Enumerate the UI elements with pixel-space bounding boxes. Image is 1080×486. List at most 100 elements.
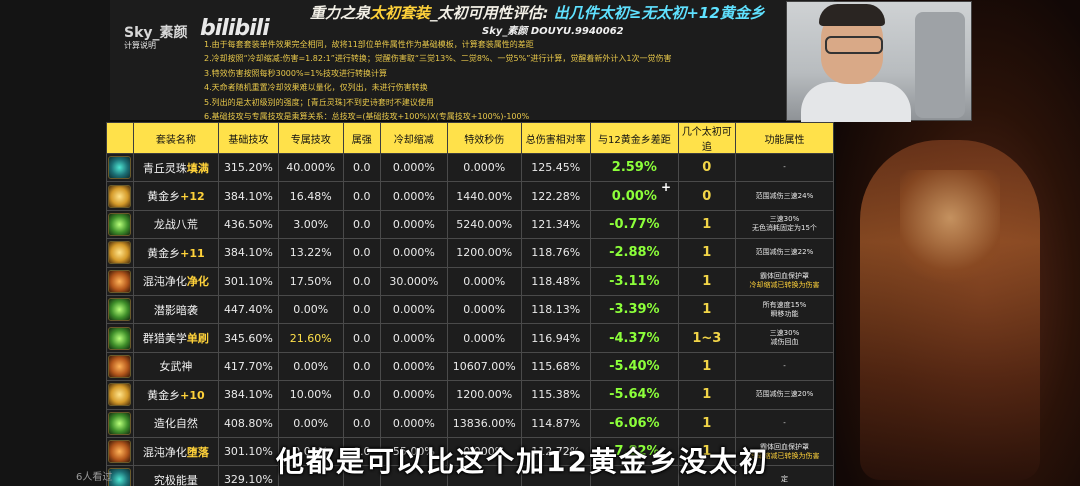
set-name: 黄金乡+11 xyxy=(132,238,220,268)
calculation-notes: 1.由于每套套装单件效果完全相同，故将11部位单件属性作为基础模板，计算套装属性… xyxy=(204,38,804,124)
set-icon-cell xyxy=(106,323,134,353)
exclusive-skill-atk: 21.60% xyxy=(277,323,344,353)
set-name-suffix: 单刷 xyxy=(186,332,209,346)
set-name: 潜影暗袭 xyxy=(132,294,220,325)
table-row: 群猎美学单刷 345.60% 21.60% 0.0 0.000% 0.000% 116.94… xyxy=(106,323,835,353)
function-attribute: 三速30% 减伤回血 xyxy=(734,323,835,353)
total-damage-ratio: 122.28% xyxy=(520,181,591,211)
set-icon xyxy=(108,156,132,180)
column-header-effect-dps: 特效秒伤 xyxy=(447,122,522,154)
function-line: 三速30% xyxy=(769,215,800,224)
note-line: 1.由于每套套装单件效果完全相同，故将11部位单件属性作为基础模板，计算套装属性… xyxy=(204,40,534,49)
set-name-suffix: +12 xyxy=(180,190,205,204)
exclusive-skill-atk: 16.48% xyxy=(277,181,344,211)
diff-vs-12-golden: -7.82% xyxy=(589,436,679,467)
table-row: 潜影暗袭 447.40% 0.00% 0.0 0.000% 0.000% 118.13% -3… xyxy=(106,294,835,325)
set-icon xyxy=(108,326,132,350)
set-name-text: 黄金乡 xyxy=(147,246,181,260)
exclusive-skill-atk: 40.000% xyxy=(277,152,344,183)
left-background xyxy=(0,0,110,486)
table-row: 究极能量 329.10% 定 xyxy=(106,465,835,486)
function-line: 霸体回血保护罩 xyxy=(759,272,809,281)
set-icon-cell xyxy=(106,408,134,438)
table-row: 混沌净化净化 301.10% 17.50% 0.0 30.000% 0.000% 118.4… xyxy=(106,266,835,296)
exclusive-skill-atk: 10.00% xyxy=(277,380,344,410)
exclusive-skill-atk: 0.00% xyxy=(277,436,344,467)
set-name: 究极能量 xyxy=(132,465,220,486)
function-attribute: 所有速度15% 瞬移功能 xyxy=(734,294,835,325)
function-line: 范围减伤三速24% xyxy=(755,191,814,200)
diff-vs-12-golden: -0.77% xyxy=(589,209,679,240)
base-skill-atk: 384.10% xyxy=(218,181,279,211)
streamer-body xyxy=(801,82,911,122)
set-icon xyxy=(108,440,132,464)
set-name-suffix: +10 xyxy=(180,388,205,402)
set-icon-cell xyxy=(106,351,134,382)
set-icon xyxy=(108,241,132,265)
primal-count: 1 xyxy=(677,209,736,240)
notes-label: 计算说明 xyxy=(124,41,156,50)
primal-count: 1 xyxy=(677,294,736,325)
effect-dps: 0.000% xyxy=(447,266,522,296)
base-skill-atk: 447.40% xyxy=(218,294,279,325)
set-icon xyxy=(108,354,132,378)
cooldown-reduction: 0.000% xyxy=(379,209,449,240)
set-icon xyxy=(108,212,132,236)
cooldown-reduction: 0.000% xyxy=(379,408,449,438)
element-strength: 0.0 xyxy=(342,380,381,410)
table-row: 龙战八荒 436.50% 3.00% 0.0 0.000% 5240.00% 121.34%… xyxy=(106,209,835,240)
set-name-text: 混沌净化 xyxy=(142,275,187,289)
cooldown-reduction: 0.000% xyxy=(379,380,449,410)
element-strength: 0.0 xyxy=(342,408,381,438)
base-skill-atk: 408.80% xyxy=(218,408,279,438)
video-caption: 他都是可以比这个加12黄金乡没太初 xyxy=(276,445,769,478)
set-icon-cell xyxy=(106,465,134,486)
set-name-text: 群猎美学 xyxy=(142,332,187,346)
plus-sign: + xyxy=(661,180,672,194)
element-strength: 0.0 xyxy=(342,266,381,296)
cooldown-reduction: 0.000% xyxy=(379,238,449,268)
set-name-text: 龙战八荒 xyxy=(153,218,198,232)
set-name-suffix: 净化 xyxy=(186,275,209,289)
set-icon-cell xyxy=(106,294,134,325)
function-line: 瞬移功能 xyxy=(770,309,799,318)
base-skill-atk: 417.70% xyxy=(218,351,279,382)
column-header-set-name: 套装名称 xyxy=(132,122,220,154)
set-icon-cell xyxy=(106,209,134,240)
function-line: 范围减伤三速22% xyxy=(755,248,814,257)
set-name-text: 造化自然 xyxy=(153,417,198,431)
exclusive-skill-atk: 13.22% xyxy=(277,238,344,268)
element-strength xyxy=(342,465,381,486)
element-strength: 0.0 xyxy=(342,209,381,240)
uploader-name: Sky_素颜 xyxy=(124,25,188,41)
primal-count xyxy=(677,465,736,486)
function-line: - xyxy=(783,163,786,172)
total-damage-ratio: 116.94% xyxy=(520,323,591,353)
cooldown-reduction xyxy=(379,465,449,486)
table-row: 造化自然 408.80% 0.00% 0.0 0.000% 13836.00% 114.87… xyxy=(106,408,835,438)
character-glow xyxy=(900,170,1000,290)
function-line: 减伤回血 xyxy=(770,338,799,347)
set-icon-cell xyxy=(106,266,134,296)
table-row: 青丘灵珠填满 315.20% 40.000% 0.0 0.000% 0.000% 125.4… xyxy=(106,152,835,183)
function-line: - xyxy=(783,418,786,427)
set-icon-cell xyxy=(106,152,134,183)
function-attribute: 霸体回血保护罩 冷却缩减已转换为伤害 xyxy=(734,436,835,467)
exclusive-skill-atk: 0.00% xyxy=(277,408,344,438)
diff-vs-12-golden: -6.06% xyxy=(589,408,679,438)
column-header-base-skill-atk: 基础技攻 xyxy=(218,122,279,154)
total-damage-ratio: 118.76% xyxy=(520,238,591,268)
element-strength: 0.0 xyxy=(342,238,381,268)
cooldown-reduction: 0.000% xyxy=(379,181,449,211)
total-damage-ratio: 114.87% xyxy=(520,408,591,438)
set-name-text: 潜影暗袭 xyxy=(153,303,198,317)
function-line: 范围减伤三速20% xyxy=(755,390,814,399)
set-name: 黄金乡+12 xyxy=(132,181,220,211)
set-name-suffix: +11 xyxy=(180,246,205,260)
effect-dps: 13836.00% xyxy=(447,408,522,438)
primal-count: 1 xyxy=(677,351,736,382)
bilibili-logo: bilibili xyxy=(200,16,270,41)
effect-dps: 10607.00% xyxy=(447,351,522,382)
set-name: 青丘灵珠填满 xyxy=(132,152,220,183)
